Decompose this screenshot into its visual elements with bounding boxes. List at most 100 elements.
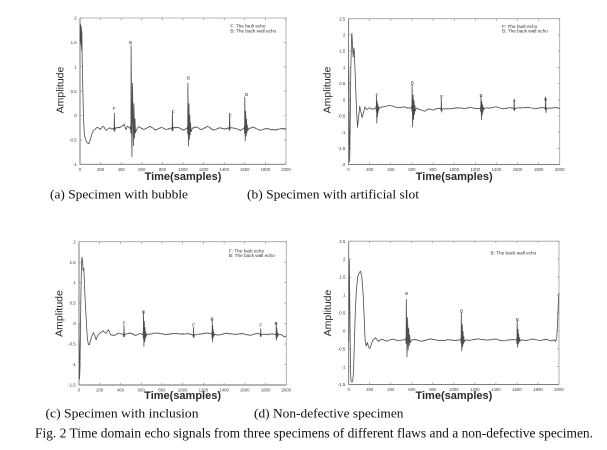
svg-text:0: 0 [79,167,82,172]
svg-text:2: 2 [74,16,77,21]
svg-text:800: 800 [429,167,437,172]
svg-text:800: 800 [159,167,167,172]
svg-text:0: 0 [343,97,346,102]
svg-text:1800: 1800 [261,388,271,393]
svg-text:B: B [460,309,463,314]
svg-text:F: F [229,114,232,119]
svg-text:F: F [123,321,126,326]
svg-text:1200: 1200 [471,167,481,172]
svg-text:1200: 1200 [199,167,209,172]
svg-text:0: 0 [78,388,81,393]
svg-text:1800: 1800 [534,167,544,172]
svg-text:400: 400 [387,167,395,172]
svg-text:-1: -1 [341,130,345,135]
svg-text:200: 200 [366,167,374,172]
svg-text:600: 600 [138,388,146,393]
svg-text:(d) Non-defective specimen: (d) Non-defective specimen [254,405,404,420]
svg-text:1400: 1400 [492,167,502,172]
svg-text:(a) Specimen with bubble: (a) Specimen with bubble [50,186,188,201]
svg-text:F: The fault echo: F: The fault echo [229,248,264,253]
svg-text:1: 1 [343,293,346,298]
svg-text:-1.5: -1.5 [68,383,76,388]
svg-text:200: 200 [96,388,104,393]
svg-text:800: 800 [158,388,166,393]
svg-text:1200: 1200 [199,388,209,393]
svg-text:-1: -1 [341,364,345,369]
svg-text:B: B [405,291,408,296]
svg-text:1000: 1000 [449,167,459,172]
svg-text:Amplitude: Amplitude [322,290,334,337]
svg-text:1600: 1600 [240,167,250,172]
svg-text:1.5: 1.5 [71,40,78,45]
svg-text:1800: 1800 [533,387,543,392]
svg-text:200: 200 [97,167,105,172]
svg-text:200: 200 [366,387,374,392]
svg-text:-1.5: -1.5 [338,382,346,387]
svg-text:B: B [516,317,519,322]
svg-text:1400: 1400 [491,387,501,392]
svg-text:0.5: 0.5 [70,301,77,306]
svg-text:0.5: 0.5 [339,311,346,316]
svg-text:2.5: 2.5 [339,239,346,244]
svg-text:F: The fault echo: F: The fault echo [502,24,537,29]
svg-text:-0.5: -0.5 [68,342,76,347]
svg-text:0.5: 0.5 [339,81,346,86]
svg-text:1400: 1400 [219,167,229,172]
svg-text:F: F [113,106,116,111]
svg-text:0: 0 [348,387,351,392]
svg-text:-2: -2 [341,162,345,167]
svg-text:2.5: 2.5 [339,16,346,21]
svg-text:0: 0 [343,328,346,333]
svg-text:F: F [440,94,443,99]
svg-text:800: 800 [429,387,437,392]
svg-text:1000: 1000 [178,167,188,172]
svg-text:Time(samples): Time(samples) [415,390,492,402]
svg-text:B: The back wall echo: B: The back wall echo [229,253,275,258]
svg-text:B: The back wall echo: B: The back wall echo [502,29,548,34]
svg-text:B: B [187,76,190,81]
svg-text:-0.5: -0.5 [338,346,346,351]
svg-text:0: 0 [73,321,76,326]
svg-text:1400: 1400 [219,388,229,393]
svg-text:B: B [411,81,414,86]
svg-text:2000: 2000 [555,167,565,172]
svg-text:1600: 1600 [240,388,250,393]
svg-text:1600: 1600 [512,387,522,392]
svg-text:0.5: 0.5 [71,89,78,94]
svg-text:2000: 2000 [281,167,291,172]
svg-text:F: F [172,110,175,115]
svg-text:400: 400 [117,388,125,393]
svg-text:1000: 1000 [178,388,188,393]
svg-text:Fig. 2 Time domain echo signal: Fig. 2 Time domain echo signals from thr… [35,426,593,441]
svg-text:Time(samples): Time(samples) [144,390,221,402]
svg-text:0: 0 [74,113,77,118]
svg-text:400: 400 [387,387,395,392]
svg-text:1.5: 1.5 [339,275,346,280]
svg-text:-1.5: -1.5 [338,146,346,151]
svg-text:Amplitude: Amplitude [322,67,334,114]
svg-text:-0.5: -0.5 [69,138,77,143]
svg-text:600: 600 [408,167,416,172]
svg-text:2: 2 [343,33,346,38]
svg-text:1600: 1600 [513,167,523,172]
svg-text:2: 2 [343,257,346,262]
svg-text:1.5: 1.5 [339,49,346,54]
svg-text:B: The back wall echo: B: The back wall echo [230,28,276,33]
svg-text:1: 1 [74,64,77,69]
svg-text:400: 400 [118,167,126,172]
svg-text:2000: 2000 [282,388,292,393]
svg-text:F: F [375,92,378,97]
svg-text:Time(samples): Time(samples) [145,171,222,183]
svg-text:2: 2 [73,239,76,244]
svg-text:B: B [245,92,248,97]
svg-text:Amplitude: Amplitude [55,67,67,114]
svg-text:Amplitude: Amplitude [54,290,66,337]
svg-text:600: 600 [408,387,416,392]
svg-text:(b) Specimen with artificial s: (b) Specimen with artificial slot [247,186,419,201]
svg-text:F: The fault echo: F: The fault echo [230,24,265,29]
svg-text:-1: -1 [73,162,77,167]
svg-text:1: 1 [73,280,76,285]
svg-text:(c) Specimen with inclusion: (c) Specimen with inclusion [46,406,200,421]
svg-text:1.5: 1.5 [70,260,77,265]
svg-text:1000: 1000 [449,387,459,392]
